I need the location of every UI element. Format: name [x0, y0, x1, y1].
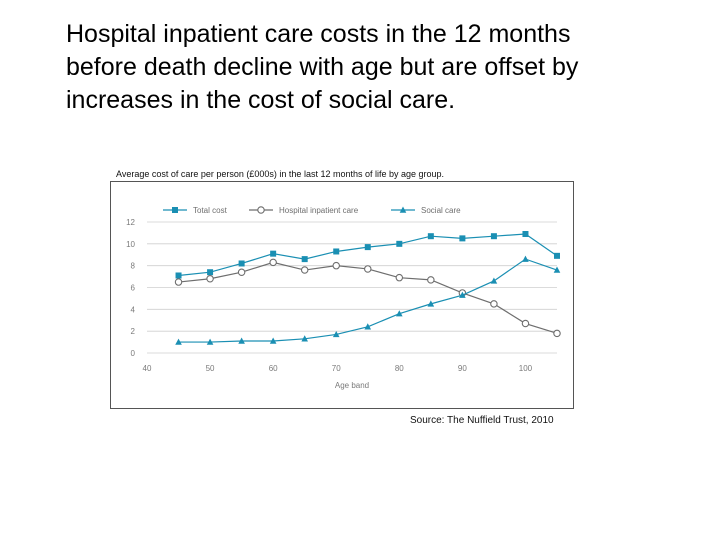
data-point-social-care-65 — [301, 335, 308, 342]
data-point-social-care-100 — [522, 255, 529, 262]
x-tick-label-90: 90 — [458, 364, 467, 373]
data-point-hospital-inpatient-care-70 — [332, 261, 340, 270]
data-point-hospital-inpatient-care-95 — [490, 300, 498, 308]
x-tick-label-60: 60 — [269, 364, 278, 373]
data-point-social-care-55 — [238, 337, 245, 344]
legend-marker-hospital-inpatient-care — [257, 206, 265, 214]
data-point-hospital-inpatient-care-45 — [174, 278, 183, 286]
y-tick-label-0: 0 — [131, 349, 136, 358]
data-point-total-cost-45 — [175, 272, 182, 279]
y-tick-label-6: 6 — [131, 284, 136, 293]
legend-label-total-cost: Total cost — [193, 206, 228, 215]
legend-marker-total-cost — [172, 207, 178, 213]
title-line-2: before death decline with age but are of… — [66, 53, 579, 81]
data-point-total-cost-100 — [522, 231, 529, 238]
data-point-social-care-95 — [490, 277, 498, 284]
data-point-hospital-inpatient-care-55 — [237, 268, 246, 276]
x-axis-label: Age band — [335, 381, 369, 390]
data-point-total-cost-60 — [270, 250, 277, 257]
legend-item-hospital-inpatient-care: Hospital inpatient care — [249, 206, 359, 215]
y-tick-label-4: 4 — [131, 305, 136, 314]
data-point-hospital-inpatient-care-105 — [553, 329, 561, 338]
legend-label-social-care: Social care — [421, 206, 461, 215]
slide-title: Hospital inpatient care costs in the 12 … — [66, 18, 666, 117]
data-point-total-cost-95 — [490, 233, 497, 240]
y-tick-label-12: 12 — [126, 218, 135, 227]
data-point-hospital-inpatient-care-50 — [206, 275, 214, 283]
data-point-hospital-inpatient-care-100 — [521, 319, 530, 328]
data-point-social-care-45 — [175, 338, 182, 345]
data-point-total-cost-50 — [207, 269, 214, 276]
legend-item-social-care: Social care — [391, 206, 461, 215]
data-point-social-care-70 — [332, 330, 340, 338]
series-social-care — [175, 255, 561, 345]
data-point-total-cost-85 — [427, 233, 434, 240]
legend-marker-social-care — [399, 206, 407, 213]
legend-label-hospital-inpatient-care: Hospital inpatient care — [279, 206, 359, 215]
data-point-total-cost-90 — [459, 235, 466, 242]
x-tick-label-40: 40 — [143, 364, 152, 373]
axis-tick-labels: 0 2 4 6 8 10 12 40 50 60 70 80 90 100 — [126, 218, 533, 373]
x-tick-label-70: 70 — [332, 364, 341, 373]
data-point-total-cost-65 — [301, 256, 308, 263]
data-point-hospital-inpatient-care-60 — [269, 258, 277, 267]
data-point-social-care-60 — [269, 337, 277, 344]
data-point-hospital-inpatient-care-75 — [364, 265, 372, 273]
x-tick-label-100: 100 — [519, 364, 533, 373]
y-tick-label-2: 2 — [131, 327, 136, 336]
title-line-1: Hospital inpatient care costs in the 12 … — [66, 20, 571, 48]
x-tick-label-80: 80 — [395, 364, 404, 373]
chart-frame: 0 2 4 6 8 10 12 40 50 60 70 80 90 100 Total cost Hospi… — [110, 181, 574, 409]
series-total-cost — [175, 231, 560, 279]
data-point-social-care-50 — [206, 338, 214, 345]
series-line-hospital-inpatient-care — [178, 261, 558, 334]
legend: Total cost Hospital inpatient care Social … — [163, 206, 461, 215]
chart-caption: Average cost of care per person (£000s) … — [116, 169, 445, 179]
data-point-total-cost-55 — [238, 260, 245, 267]
legend-item-total-cost: Total cost — [163, 206, 228, 215]
series-hospital-inpatient-care — [174, 258, 561, 338]
data-point-hospital-inpatient-care-65 — [300, 266, 309, 274]
source-note: Source: The Nuffield Trust, 2010 — [410, 415, 554, 426]
grid-lines — [147, 221, 557, 354]
series-layer — [174, 231, 561, 345]
x-tick-label-50: 50 — [206, 364, 215, 373]
y-tick-label-10: 10 — [126, 240, 135, 249]
title-line-3: increases in the cost of social care. — [66, 86, 456, 114]
line-chart: 0 2 4 6 8 10 12 40 50 60 70 80 90 100 Total cost Hospi… — [126, 206, 561, 390]
data-point-hospital-inpatient-care-80 — [395, 273, 404, 282]
data-point-total-cost-70 — [333, 248, 340, 255]
data-point-social-care-85 — [427, 300, 435, 307]
data-point-total-cost-80 — [396, 240, 403, 247]
data-point-hospital-inpatient-care-85 — [427, 276, 435, 284]
data-point-social-care-90 — [459, 291, 466, 298]
data-point-total-cost-105 — [554, 252, 560, 259]
data-point-total-cost-75 — [364, 244, 371, 251]
y-tick-label-8: 8 — [131, 262, 136, 271]
data-point-social-care-75 — [364, 323, 372, 330]
data-point-social-care-105 — [553, 266, 561, 273]
data-point-social-care-80 — [396, 310, 403, 317]
